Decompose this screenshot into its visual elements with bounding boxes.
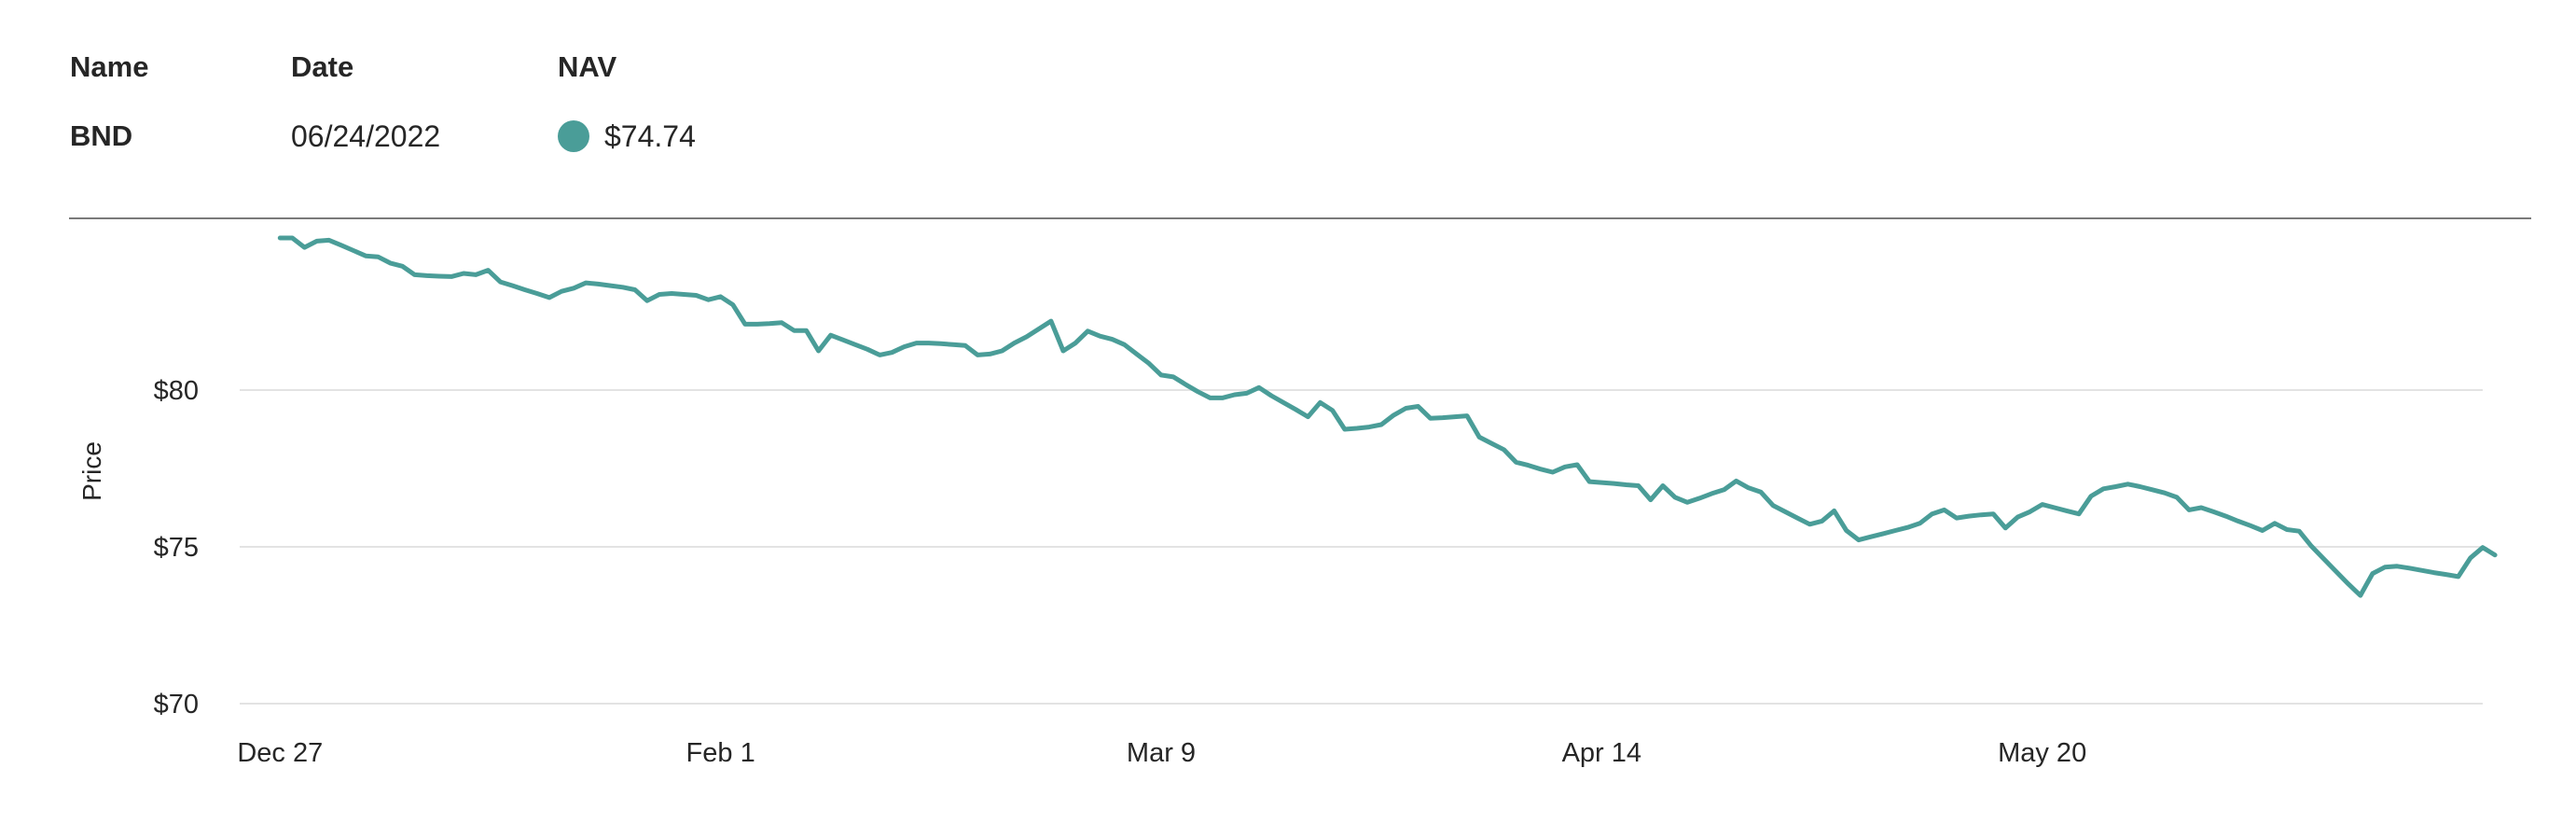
y-axis-label: Price (77, 441, 106, 501)
fund-name: BND (70, 119, 133, 152)
series-layer (277, 235, 2498, 598)
y-tick-label: $70 (154, 690, 199, 719)
header-name: Name (70, 50, 149, 83)
x-tick-label: Apr 14 (1562, 738, 1641, 768)
header-date: Date (291, 50, 354, 83)
nav-value: $74.74 (604, 119, 696, 153)
series-color-dot (558, 120, 589, 152)
y-tick-label: $80 (154, 376, 199, 406)
y-axis-ticks: $80 $75 $70 (154, 376, 199, 719)
grid-lines (240, 389, 2483, 705)
x-tick-label: Feb 1 (686, 738, 755, 768)
x-tick-label: Mar 9 (1127, 738, 1196, 768)
nav-date: 06/24/2022 (291, 119, 441, 153)
header-nav: NAV (558, 50, 617, 83)
x-axis-ticks: Dec 27 Feb 1 Mar 9 Apr 14 May 20 (237, 738, 2086, 768)
header-divider (69, 217, 2531, 219)
series-line-bnd[interactable] (277, 235, 2498, 598)
x-tick-label: Dec 27 (237, 738, 323, 768)
x-tick-label: May 20 (1998, 738, 2086, 768)
y-tick-label: $75 (154, 533, 199, 563)
